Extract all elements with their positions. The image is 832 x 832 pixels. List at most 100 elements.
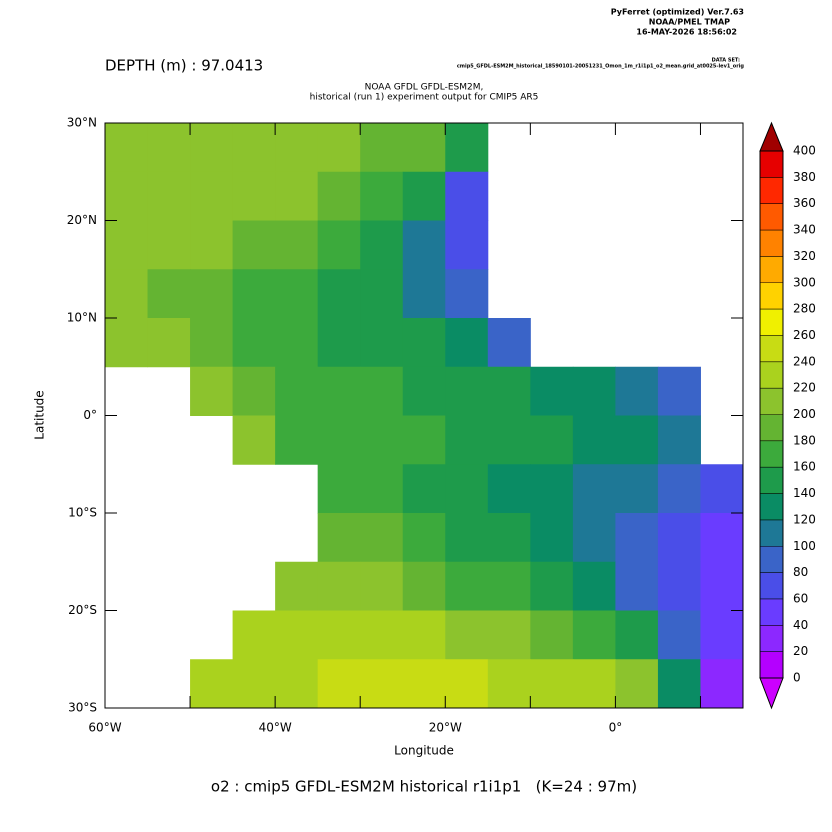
field-cell [487, 464, 531, 514]
field-cell [530, 659, 574, 709]
field-cell [402, 220, 446, 270]
field-cell [275, 366, 319, 416]
field-cell [317, 513, 361, 563]
y-tick-label: 20°S [68, 603, 97, 617]
field-cell [657, 610, 701, 660]
field-cell [487, 366, 531, 416]
field-cell [572, 659, 616, 709]
field-cell [530, 366, 574, 416]
field-cell [275, 269, 319, 319]
colorbar-band [760, 572, 783, 600]
x-axis-label: Longitude [394, 744, 454, 758]
field-cell [147, 123, 191, 173]
field-cell [147, 171, 191, 221]
field-cell [317, 123, 361, 173]
field-cell [402, 318, 446, 368]
field-cell [402, 415, 446, 465]
field-cell [360, 366, 404, 416]
field-cell [445, 123, 489, 173]
field-cell [657, 659, 701, 709]
organization-label: NOAA/PMEL TMAP [649, 18, 730, 27]
field-cell [615, 561, 659, 611]
field-cell [530, 464, 574, 514]
field-cell [402, 464, 446, 514]
colorbar-label: 340 [793, 223, 816, 237]
software-label: PyFerret (optimized) Ver.7.63 [611, 8, 744, 17]
colorbar-band [760, 309, 783, 336]
field-cell [487, 561, 531, 611]
timestamp-label: 16-MAY-2026 18:56:02 [636, 28, 737, 37]
field-cell [317, 659, 361, 709]
y-tick-label: 0° [83, 408, 97, 422]
field-cell [232, 366, 276, 416]
y-axis-label: Latitude [33, 390, 47, 439]
field-cell [530, 415, 574, 465]
field-cell [530, 561, 574, 611]
colorbar-band [760, 440, 783, 468]
colorbar-label: 360 [793, 196, 816, 210]
field-cell [360, 220, 404, 270]
chart-subtitle: historical (run 1) experiment output for… [310, 93, 539, 103]
depth-label: DEPTH (m) : 97.0413 [105, 57, 263, 75]
field-cell [190, 659, 234, 709]
field-cell [360, 269, 404, 319]
field-cell [572, 464, 616, 514]
field-cell [232, 171, 276, 221]
colorbar-band [760, 388, 783, 415]
colorbar-band [760, 282, 783, 310]
field-cell [487, 415, 531, 465]
field-cell [190, 220, 234, 270]
field-cell [615, 659, 659, 709]
field-cell [700, 561, 744, 611]
field-cell [275, 610, 319, 660]
field-cell [232, 415, 276, 465]
field-cell [445, 513, 489, 563]
field-cell [487, 659, 531, 709]
colorbar-label: 0 [793, 671, 801, 685]
colorbar-band [760, 414, 783, 442]
field-cell [190, 171, 234, 221]
field-cell [700, 659, 744, 709]
field-cell [360, 123, 404, 173]
field-cell [105, 171, 149, 221]
colorbar-label: 140 [793, 486, 816, 500]
colorbar-label: 120 [793, 512, 816, 526]
colorbar-label: 320 [793, 249, 816, 263]
colorbar-label: 300 [793, 275, 816, 289]
caption: o2 : cmip5 GFDL-ESM2M historical r1i1p1 … [211, 778, 637, 796]
field-cell [317, 220, 361, 270]
field-cell [232, 318, 276, 368]
field-cell [232, 610, 276, 660]
field-cell [402, 269, 446, 319]
colorbar-label: 80 [793, 565, 808, 579]
field-cell [700, 513, 744, 563]
field-cell [360, 659, 404, 709]
field-cell [147, 220, 191, 270]
x-tick-label: 0° [609, 721, 623, 735]
colorbar-band [760, 519, 783, 547]
field-cell [700, 610, 744, 660]
field-cell [360, 318, 404, 368]
field-cell [317, 415, 361, 465]
y-tick-label: 20°N [67, 213, 97, 227]
field-cell [657, 561, 701, 611]
x-tick-label: 20°W [429, 721, 462, 735]
field-cell [615, 513, 659, 563]
field-cell [105, 269, 149, 319]
field-cell [360, 561, 404, 611]
field-cell [445, 171, 489, 221]
colorbar-label: 160 [793, 460, 816, 474]
y-tick-label: 10°S [68, 506, 97, 520]
field-cell [530, 610, 574, 660]
chart-title: NOAA GFDL GFDL-ESM2M, [365, 83, 484, 93]
field-cell [317, 610, 361, 660]
colorbar-label: 240 [793, 354, 816, 368]
field-cell [487, 610, 531, 660]
field-cell [147, 318, 191, 368]
colorbar-label: 180 [793, 433, 816, 447]
field-cell [445, 659, 489, 709]
field-cell [360, 513, 404, 563]
field-cell [402, 123, 446, 173]
colorbar-under [759, 677, 784, 710]
